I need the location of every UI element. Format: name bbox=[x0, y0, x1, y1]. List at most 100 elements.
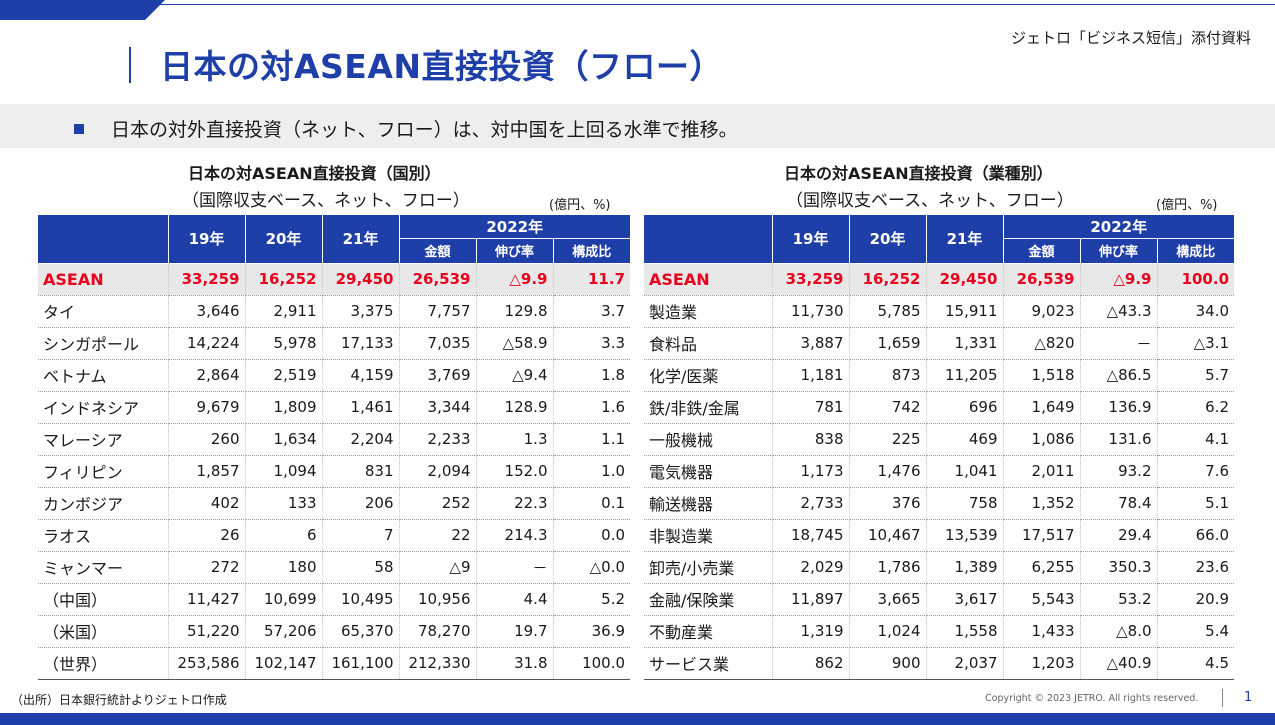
column-header-growth-rate: 伸び率 bbox=[476, 238, 554, 264]
row-label: 輸送機器 bbox=[644, 487, 773, 520]
header-blank-cell bbox=[38, 215, 169, 264]
table-cell: 7.6 bbox=[1157, 455, 1235, 488]
row-label: カンボジア bbox=[38, 487, 169, 520]
table-cell: 2,864 bbox=[168, 359, 246, 392]
table-cell: 4.1 bbox=[1157, 423, 1235, 456]
row-label: ミャンマー bbox=[38, 551, 169, 584]
row-label: ラオス bbox=[38, 519, 169, 552]
table-cell: 1.8 bbox=[553, 359, 631, 392]
page-number: 1 bbox=[1244, 690, 1253, 705]
table-cell: 1,518 bbox=[1003, 359, 1081, 392]
country-investment-table: 19年 20年 21年 2022年 金額 伸び率 構成比 ASEAN 33,259… bbox=[38, 215, 631, 680]
table-cell: 14,224 bbox=[168, 327, 246, 360]
row-label: 不動産業 bbox=[644, 615, 773, 648]
table-cell: 3,887 bbox=[772, 327, 850, 360]
table-cell: 1,041 bbox=[926, 455, 1004, 488]
table-cell: 1,659 bbox=[849, 327, 927, 360]
row-label: 鉄/非鉄/金属 bbox=[644, 391, 773, 424]
table-cell: 1,786 bbox=[849, 551, 927, 584]
table-cell: 350.3 bbox=[1080, 551, 1158, 584]
row-label: （米国） bbox=[38, 615, 169, 648]
table-cell: 469 bbox=[926, 423, 1004, 456]
table-row: 電気機器 1,173 1,476 1,041 2,011 93.2 7.6 bbox=[644, 455, 1235, 488]
table-cell: 6,255 bbox=[1003, 551, 1081, 584]
industry-table-title: 日本の対ASEAN直接投資（業種別） bbox=[784, 164, 1053, 183]
table-cell: 5,978 bbox=[245, 327, 323, 360]
table-cell: 3.7 bbox=[553, 295, 631, 328]
column-header-share: 構成比 bbox=[553, 238, 631, 264]
row-label: サービス業 bbox=[644, 647, 773, 680]
industry-table-unit: (億円、%) bbox=[1156, 198, 1218, 213]
table-cell: 93.2 bbox=[1080, 455, 1158, 488]
header-blank-cell bbox=[644, 215, 773, 264]
table-cell: 0.0 bbox=[553, 519, 631, 552]
table-cell: 23.6 bbox=[1157, 551, 1235, 584]
table-row: タイ 3,646 2,911 3,375 7,757 129.8 3.7 bbox=[38, 295, 631, 328]
table-cell: 7,757 bbox=[399, 295, 477, 328]
table-cell: 10,956 bbox=[399, 583, 477, 616]
table-cell: 5.7 bbox=[1157, 359, 1235, 392]
table-row: ベトナム 2,864 2,519 4,159 3,769 △9.4 1.8 bbox=[38, 359, 631, 392]
table-cell: 15,911 bbox=[926, 295, 1004, 328]
table-cell: 2,233 bbox=[399, 423, 477, 456]
column-header-2020: 20年 bbox=[849, 215, 927, 264]
table-cell: 7 bbox=[322, 519, 400, 552]
table-cell: 20.9 bbox=[1157, 583, 1235, 616]
table-cell: 11.7 bbox=[553, 263, 631, 296]
table-cell: 152.0 bbox=[476, 455, 554, 488]
table-cell: 0.1 bbox=[553, 487, 631, 520]
table-row: ラオス 26 6 7 22 214.3 0.0 bbox=[38, 519, 631, 552]
table-cell: △58.9 bbox=[476, 327, 554, 360]
table-cell: 78.4 bbox=[1080, 487, 1158, 520]
table-cell: 133 bbox=[245, 487, 323, 520]
table-cell: 252 bbox=[399, 487, 477, 520]
table-cell: 26,539 bbox=[399, 263, 477, 296]
table-cell: 1.3 bbox=[476, 423, 554, 456]
table-cell: 1.1 bbox=[553, 423, 631, 456]
row-label: タイ bbox=[38, 295, 169, 328]
table-cell: 11,427 bbox=[168, 583, 246, 616]
row-label: 一般機械 bbox=[644, 423, 773, 456]
table-row-total: ASEAN 33,259 16,252 29,450 26,539 △9.9 100.0 bbox=[644, 263, 1235, 296]
table-cell: △9.9 bbox=[1080, 263, 1158, 296]
table-cell: 1,461 bbox=[322, 391, 400, 424]
table-cell: 36.9 bbox=[553, 615, 631, 648]
table-cell: 78,270 bbox=[399, 615, 477, 648]
column-group-2022: 2022年 bbox=[1003, 215, 1235, 239]
column-header-2019: 19年 bbox=[168, 215, 246, 264]
table-row: 非製造業 18,745 10,467 13,539 17,517 29.4 66.0 bbox=[644, 519, 1235, 552]
table-cell: 1,024 bbox=[849, 615, 927, 648]
column-header-2020: 20年 bbox=[245, 215, 323, 264]
table-cell: 16,252 bbox=[849, 263, 927, 296]
table-cell: 26,539 bbox=[1003, 263, 1081, 296]
table-cell: 1.0 bbox=[553, 455, 631, 488]
table-cell: 4.5 bbox=[1157, 647, 1235, 680]
column-header-2019: 19年 bbox=[772, 215, 850, 264]
table-row: ミャンマー 272 180 58 △9 － △0.0 bbox=[38, 551, 631, 584]
table-cell: 11,205 bbox=[926, 359, 1004, 392]
table-cell: 402 bbox=[168, 487, 246, 520]
table-cell: 1,809 bbox=[245, 391, 323, 424]
table-cell: 2,519 bbox=[245, 359, 323, 392]
table-row: 輸送機器 2,733 376 758 1,352 78.4 5.1 bbox=[644, 487, 1235, 520]
table-cell: 9,679 bbox=[168, 391, 246, 424]
table-cell: 214.3 bbox=[476, 519, 554, 552]
row-label: 非製造業 bbox=[644, 519, 773, 552]
table-cell: 29,450 bbox=[322, 263, 400, 296]
table-cell: 2,094 bbox=[399, 455, 477, 488]
table-cell: △8.0 bbox=[1080, 615, 1158, 648]
table-cell: 1,476 bbox=[849, 455, 927, 488]
table-cell: 53.2 bbox=[1080, 583, 1158, 616]
table-cell: 33,259 bbox=[168, 263, 246, 296]
table-cell: 4,159 bbox=[322, 359, 400, 392]
page-title: 日本の対ASEAN直接投資（フロー） bbox=[160, 47, 724, 86]
summary-text: 日本の対外直接投資（ネット、フロー）は、対中国を上回る水準で推移。 bbox=[111, 119, 738, 141]
table-row: 一般機械 838 225 469 1,086 131.6 4.1 bbox=[644, 423, 1235, 456]
table-cell: 100.0 bbox=[553, 647, 631, 680]
table-cell: 33,259 bbox=[772, 263, 850, 296]
table-cell: 253,586 bbox=[168, 647, 246, 680]
table-cell: 128.9 bbox=[476, 391, 554, 424]
row-label: ASEAN bbox=[644, 263, 773, 296]
table-cell: 3,375 bbox=[322, 295, 400, 328]
table-row: インドネシア 9,679 1,809 1,461 3,344 128.9 1.6 bbox=[38, 391, 631, 424]
